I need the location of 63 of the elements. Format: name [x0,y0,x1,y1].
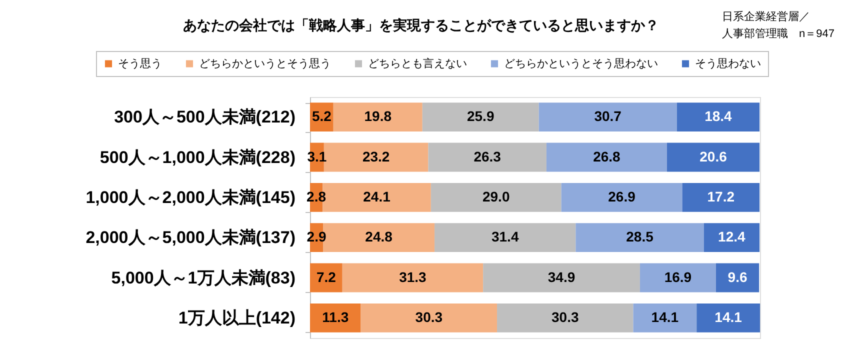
bar [422,102,539,132]
data-label: 7.2 [316,268,336,285]
bar [333,102,422,132]
data-label: 19.8 [364,108,392,124]
bar [666,142,760,172]
legend-label: そう思わない [695,58,761,70]
y-tick-label: 2,000人～5,000人未満(137) [86,228,296,248]
data-label: 30.3 [551,308,579,325]
data-label: 14.1 [714,308,742,325]
bar [310,263,342,292]
bar [682,182,760,212]
bar [342,263,484,292]
data-label: 16.9 [664,268,692,285]
bar [434,223,576,252]
legend-label: どちらかというとそう思う [199,58,331,70]
data-label: 14.1 [651,308,679,325]
bar [483,263,640,292]
data-label: 31.3 [399,268,427,285]
data-label: 23.2 [362,148,390,164]
data-label: 20.6 [700,148,728,164]
data-label: 11.3 [322,308,349,325]
bar [430,182,562,212]
bar [696,303,760,332]
data-label: 5.2 [312,108,332,124]
legend-label: どちらかというとそう思わない [504,58,658,70]
data-label: 18.4 [704,108,732,124]
legend-label: どちらとも言えない [368,56,467,70]
data-label: 28.5 [626,228,654,245]
y-tick-label: 5,000人～1万人未満(83) [111,268,296,288]
y-tick-label: 1万人以上(142) [178,308,296,328]
bar [546,142,667,172]
bar [310,303,361,332]
data-label: 12.4 [718,228,746,245]
chart-title: あなたの会社では「戦略人事」を実現することができていると思いますか？ [183,17,659,33]
data-label: 25.9 [466,108,494,124]
data-label: 31.4 [491,228,519,245]
bar [633,303,697,332]
y-tick-label: 300人～500人未満(212) [114,108,296,127]
text: 日系企業経営層／ [722,10,810,23]
data-label: 24.8 [365,228,393,245]
bar [538,102,677,132]
bar [576,223,704,252]
data-label: 29.0 [482,188,510,204]
data-label: 26.3 [474,148,502,164]
data-label: 26.9 [608,188,636,204]
y-tick-label: 500人～1,000人未満(228) [100,148,296,167]
data-label: 26.8 [593,148,621,164]
bar [497,303,634,332]
bar [676,102,760,132]
bar [561,182,682,212]
data-label: 24.1 [363,188,391,204]
legend-label: そう思う [118,58,162,70]
data-label: 30.3 [415,308,443,325]
y-tick-label: 1,000人～2,000人未満(145) [86,188,296,207]
data-label: 30.7 [594,108,622,124]
data-label: 34.9 [548,268,576,285]
data-label: 17.2 [707,188,735,204]
text: 人事部管理職 n＝947 [722,27,834,40]
bar [704,223,760,252]
bar [428,142,546,172]
bar [360,303,498,332]
data-label: 9.6 [728,268,748,285]
bar [640,263,716,292]
